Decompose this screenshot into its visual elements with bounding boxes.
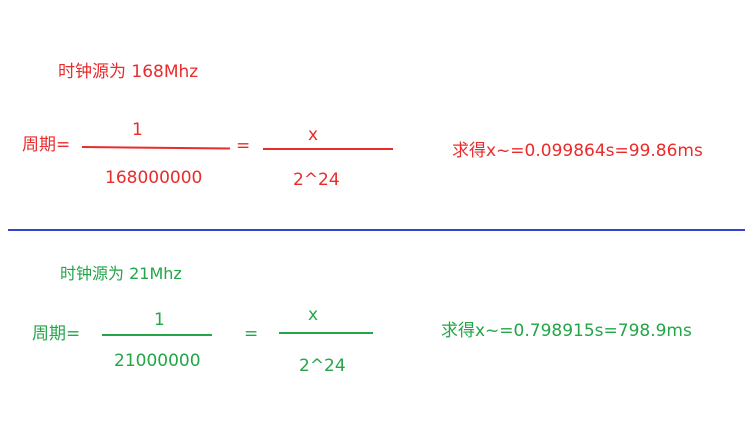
bottom-right-numerator: x — [308, 305, 319, 325]
bottom-right-fraction-bar — [279, 332, 373, 334]
bottom-left-denominator: 21000000 — [114, 351, 201, 371]
bottom-left-fraction-bar — [102, 334, 212, 336]
section-divider — [8, 229, 745, 231]
top-right-denominator: 2^24 — [293, 170, 340, 190]
top-right-numerator: x — [308, 125, 319, 145]
top-result-text: 求得x~=0.099864s=99.86ms — [452, 141, 703, 161]
bottom-equals-sign: = — [244, 324, 259, 344]
top-left-numerator: 1 — [132, 120, 143, 140]
top-left-denominator: 168000000 — [105, 168, 203, 188]
top-clock-title: 时钟源为 168Mhz — [58, 62, 199, 82]
bottom-result-text: 求得x~=0.798915s=798.9ms — [441, 321, 692, 341]
top-left-fraction-bar — [81, 146, 231, 150]
bottom-left-numerator: 1 — [154, 310, 165, 330]
top-period-label: 周期= — [22, 135, 71, 155]
top-equals-sign: = — [236, 136, 251, 156]
bottom-clock-title: 时钟源为 21Mhz — [60, 264, 182, 283]
bottom-right-denominator: 2^24 — [299, 356, 346, 376]
bottom-period-label: 周期= — [32, 324, 81, 344]
top-right-fraction-bar — [263, 148, 393, 150]
